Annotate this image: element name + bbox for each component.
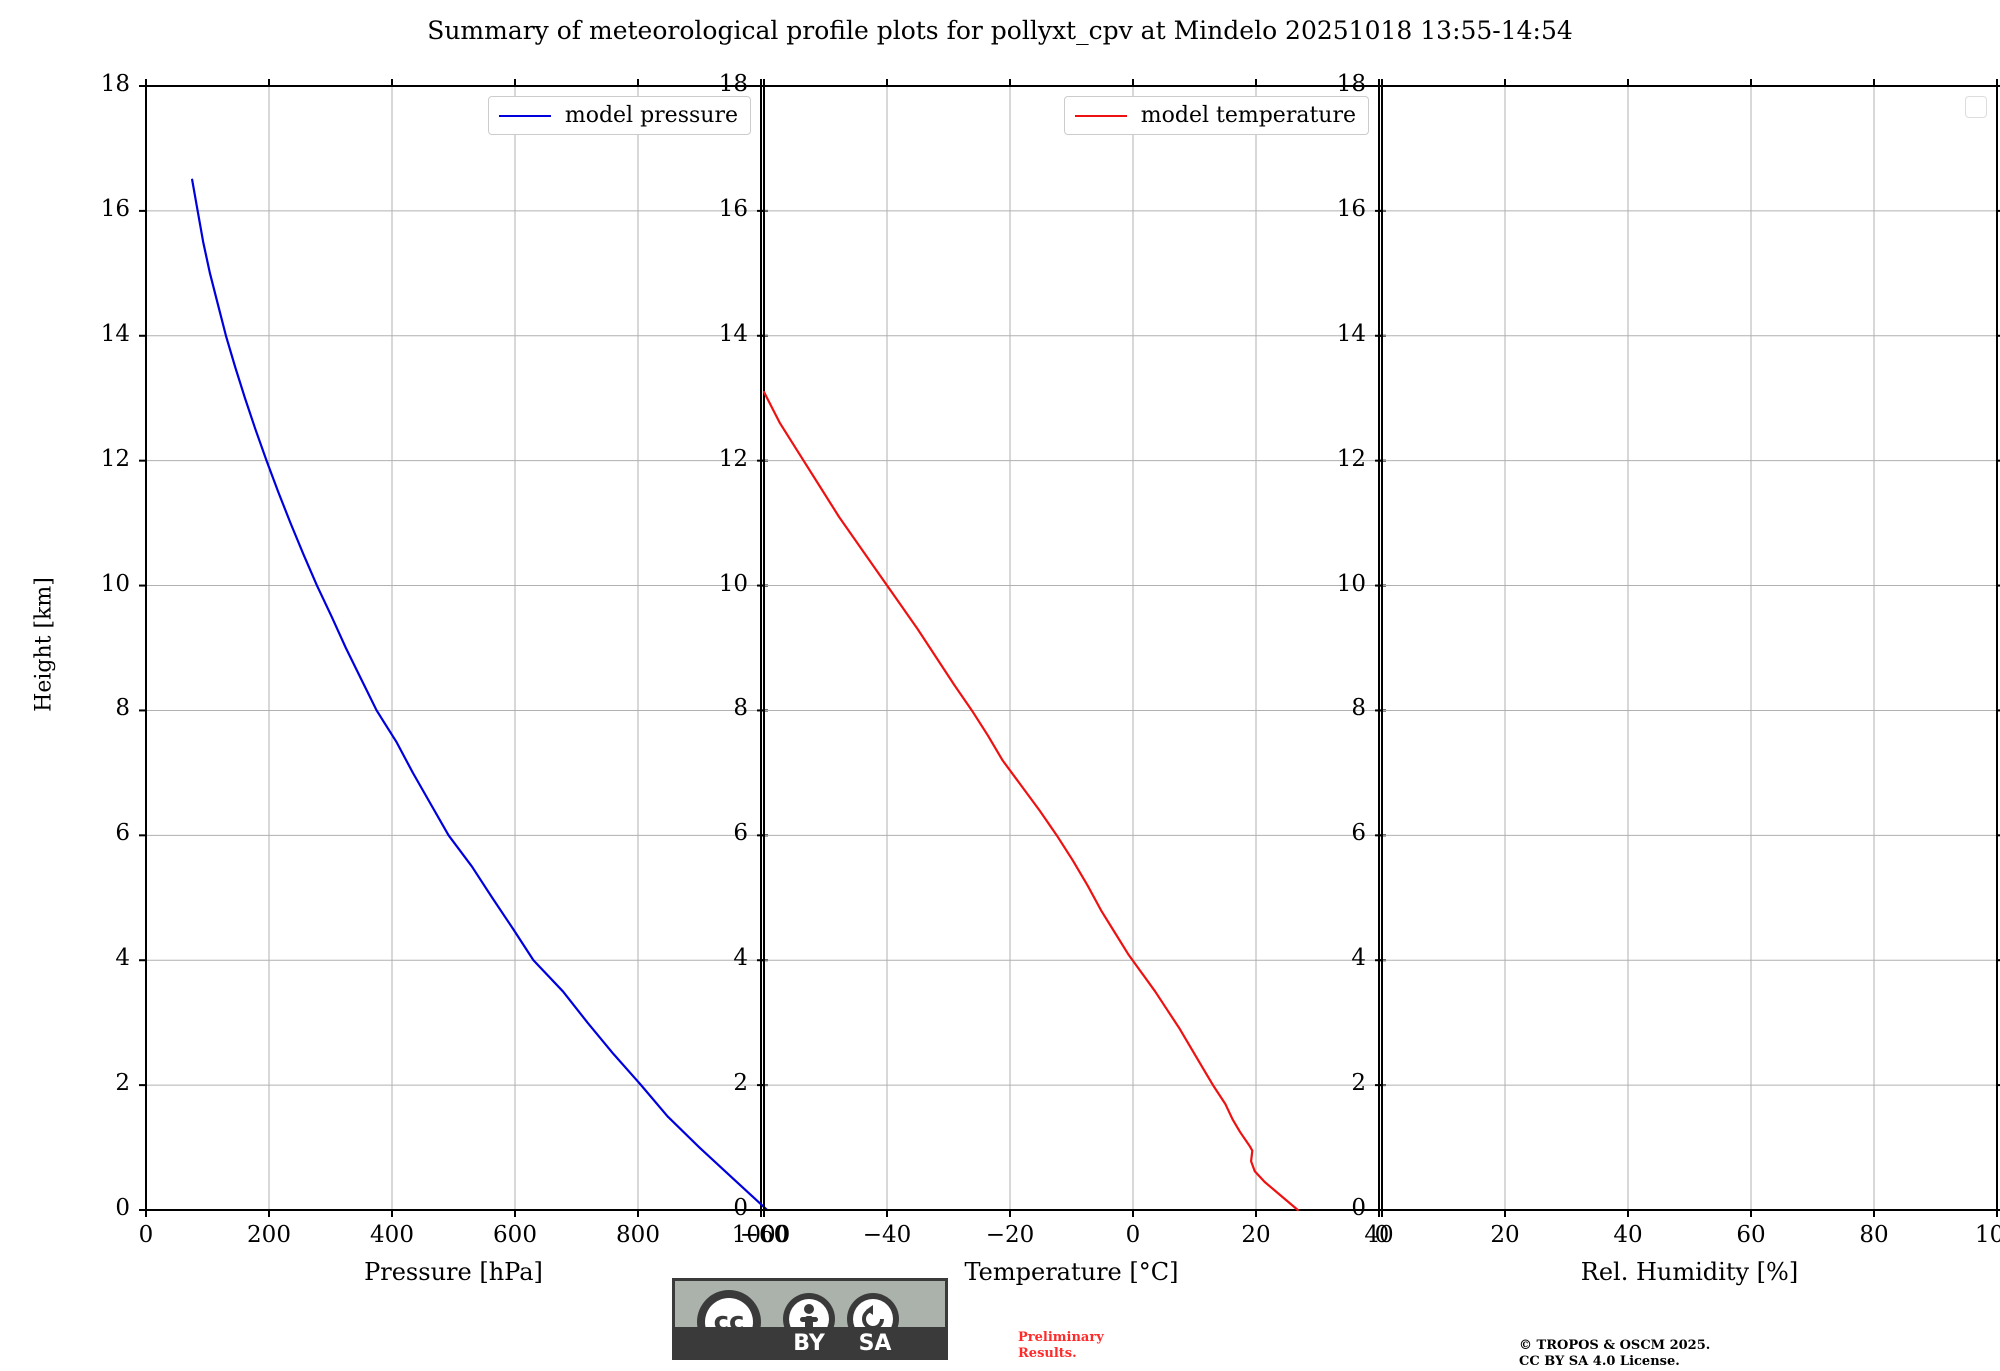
y-tick-label: 18 (718, 71, 748, 97)
badge-by-label: BY (793, 1331, 825, 1356)
y-tick-label: 12 (1336, 445, 1366, 472)
x-tick-label: −20 (985, 1222, 1035, 1248)
y-tick-label: 12 (100, 445, 130, 472)
legend-item: model pressure (498, 103, 738, 128)
y-tick-label: 14 (1336, 320, 1366, 347)
x-axis-label-3: Rel. Humidity [%] (1580, 1258, 1799, 1286)
y-tick-label: 4 (1351, 945, 1366, 972)
y-axis-label: Height [km] (31, 577, 57, 712)
legend-2[interactable]: model temperature (1063, 96, 1369, 135)
y-tick-label: 4 (733, 945, 748, 972)
legend-1[interactable]: model pressure (487, 96, 751, 135)
y-tick-label: 0 (1351, 1195, 1366, 1221)
chart-panel-3: 0 20 40 60 80 100 0 2 4 6 8 10 12 14 16 18 Rel. Humidity… (1337, 0, 2000, 1360)
y-tick-label: 18 (1336, 71, 1366, 97)
y-tick-label: 4 (115, 945, 130, 972)
x-tick-label: 0 (1374, 1222, 1390, 1248)
y-tick-label: 10 (718, 570, 748, 597)
y-tick-label: 2 (733, 1070, 748, 1097)
x-tick-label: 40 (1613, 1222, 1643, 1248)
x-tick-label: −60 (739, 1222, 789, 1248)
page-title: Summary of meteorological profile plots … (427, 16, 1573, 45)
x-axis-label-2: Temperature [°C] (964, 1258, 1179, 1286)
x-tick-label: 40 (1364, 1222, 1394, 1248)
axes-frame (763, 85, 1380, 1211)
axes-frame (145, 85, 762, 1211)
plot-area-3 (1375, 79, 2000, 1217)
x-tick-label: 800 (616, 1222, 660, 1248)
y-tick-label: 2 (1351, 1070, 1366, 1097)
chart-panel-1: 0 200 400 600 800 1000 0 2 4 6 8 10 12 14 16 18 Pressure… (101, 0, 791, 1360)
x-tick-label: 1000 (731, 1222, 791, 1248)
badge-sa-label: SA (858, 1331, 892, 1356)
preliminary-results-note: Preliminary Results. (1018, 1330, 1104, 1362)
y-tick-label: 8 (115, 695, 130, 722)
plot-area-2 (757, 79, 1386, 1217)
x-tick-label: −40 (862, 1222, 912, 1248)
axes-frame (1381, 85, 1998, 1211)
x-tick-label: 20 (1241, 1222, 1271, 1248)
x-tick-label: 100 (1975, 1222, 2000, 1248)
data-line-model-temperature (762, 390, 1299, 1212)
y-tick-label: 14 (100, 320, 130, 347)
legend-line-swatch (1074, 114, 1127, 117)
copyright-note: © TROPOS & OSCM 2025. CC BY SA 4.0 Licen… (1519, 1338, 1711, 1370)
y-tick-label: 6 (1351, 820, 1366, 847)
cc-license-badge: cc BY SA (672, 1278, 948, 1360)
x-tick-label: 60 (1736, 1222, 1766, 1248)
y-tick-label: 18 (100, 71, 130, 97)
y-tick-label: 8 (1351, 695, 1366, 722)
y-tick-label: 16 (1336, 195, 1366, 222)
legend-3-empty[interactable] (1965, 96, 1987, 118)
y-tick-label: 2 (115, 1070, 130, 1097)
x-tick-label: 400 (370, 1222, 414, 1248)
x-tick-label: 80 (1859, 1222, 1889, 1248)
chart-panel-2: −60 −40 −20 0 20 40 0 2 4 6 8 10 12 14 16 18 Temperature… (719, 0, 1394, 1360)
y-tick-label: 14 (718, 320, 748, 347)
y-tick-label: 0 (733, 1195, 748, 1221)
y-tick-label: 16 (718, 195, 748, 222)
legend-item: model temperature (1074, 103, 1356, 128)
x-tick-label: 0 (138, 1222, 154, 1248)
y-tick-label: 6 (115, 820, 130, 847)
legend-label: model pressure (564, 103, 738, 128)
x-tick-label: 0 (1125, 1222, 1141, 1248)
x-tick-label: 200 (247, 1222, 291, 1248)
y-tick-label: 12 (718, 445, 748, 472)
x-tick-label: 600 (493, 1222, 537, 1248)
y-tick-label: 6 (733, 820, 748, 847)
y-tick-label: 10 (1336, 570, 1366, 597)
y-tick-label: 10 (100, 570, 130, 597)
x-axis-label-1: Pressure [hPa] (364, 1258, 543, 1286)
y-tick-label: 16 (100, 195, 130, 222)
legend-label: model temperature (1140, 103, 1356, 128)
y-tick-label: 0 (115, 1195, 130, 1221)
x-tick-label: 20 (1490, 1222, 1520, 1248)
plot-area-1 (139, 79, 769, 1217)
legend-line-swatch (498, 114, 551, 117)
data-line-model-pressure (191, 178, 769, 1212)
y-tick-label: 8 (733, 695, 748, 722)
badge-bottom-strip (675, 1327, 945, 1357)
